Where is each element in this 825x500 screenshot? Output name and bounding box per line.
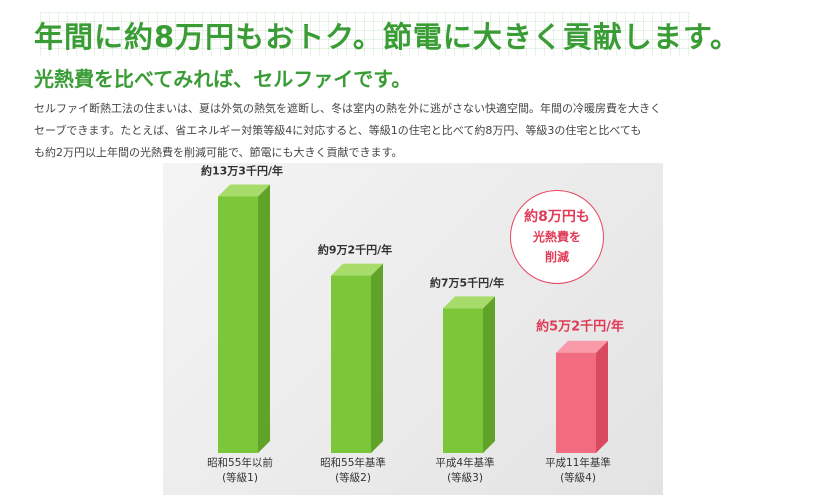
- bar-value-label: 約5万2千円/年: [536, 319, 624, 335]
- bar-side-face: [483, 296, 495, 453]
- body-line: も約2万円以上年間の光熱費を削減可能で、節電にも大きく貢献できます。: [34, 146, 403, 159]
- bar-value-label: 約13万3千円/年: [201, 164, 283, 178]
- page-headline: 年間に約8万円もおトク。節電に大きく貢献します。: [34, 20, 740, 54]
- chart-panel: 約13万3千円/年 昭和55年以前 (等級1) 約9万2千円/年 昭和55年基準 (等級2…: [163, 163, 663, 495]
- bar: [443, 308, 483, 453]
- bar-value-label: 約9万2千円/年: [318, 243, 392, 257]
- bar-side-face: [596, 340, 608, 453]
- bar-top-face: [443, 296, 495, 309]
- bar-top-face: [331, 263, 383, 276]
- x-tick-label: (等級4): [560, 471, 596, 484]
- headline-grid-background: [40, 12, 690, 56]
- body-paragraph: セルファイ断熱工法の住まいは、夏は外気の熱気を遮断し、冬は室内の熱を外に逃がさな…: [34, 98, 694, 164]
- body-line: セルファイ断熱工法の住まいは、夏は外気の熱気を遮断し、冬は室内の熱を外に逃がさな…: [34, 102, 661, 115]
- bar-side-face: [258, 184, 270, 453]
- bar-top-face: [218, 184, 270, 197]
- x-tick-label: 平成11年基準: [545, 456, 611, 469]
- page-subheadline: 光熱費を比べてみれば、セルファイです。: [34, 67, 412, 91]
- x-tick-label: (等級2): [335, 471, 371, 484]
- x-tick-label: 昭和55年以前: [207, 456, 273, 469]
- bar: [556, 352, 596, 453]
- x-tick-label: (等級1): [222, 471, 258, 484]
- x-tick-label: 平成4年基準: [435, 456, 494, 469]
- bar: [218, 196, 258, 453]
- badge-line-3: 削減: [544, 250, 569, 264]
- bar-value-label: 約7万5千円/年: [430, 275, 504, 289]
- x-tick-label: (等級3): [447, 471, 483, 484]
- badge-line-2: 光熱費を: [532, 230, 581, 244]
- bar-top-face: [556, 340, 608, 353]
- x-tick-label: 昭和55年基準: [320, 456, 386, 469]
- savings-badge: 約8万円も 光熱費を 削減: [510, 190, 604, 284]
- badge-line-1: 約8万円も: [524, 209, 590, 225]
- body-line: セーブできます。たとえば、省エネルギー対策等級4に対応すると、等級1の住宅と比べ…: [34, 124, 642, 137]
- bar-side-face: [371, 263, 383, 453]
- bar: [331, 275, 371, 453]
